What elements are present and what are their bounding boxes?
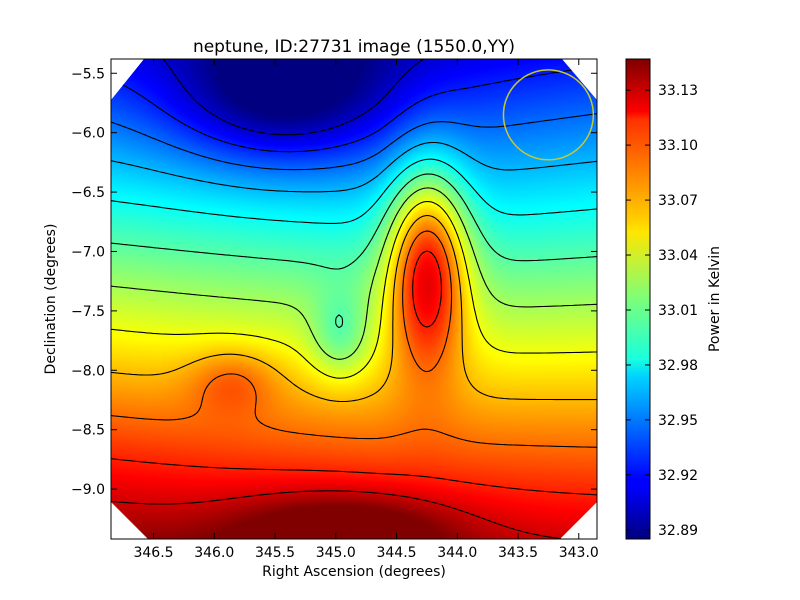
colorbar-tick-label: 33.10 xyxy=(658,138,698,154)
contour-line xyxy=(111,173,597,329)
colorbar: 32.89 32.92 32.95 32.98 33.01 33.04 33.07 33.10… xyxy=(625,58,723,540)
y-tick-label: −5.5 xyxy=(71,66,105,82)
plot-frame xyxy=(110,58,598,540)
plot-area xyxy=(111,59,597,539)
beam-circle xyxy=(502,69,595,161)
contour-line xyxy=(111,65,597,153)
colorbar-tick-label: 33.13 xyxy=(658,83,698,99)
y-tick-label: −8.5 xyxy=(71,423,105,439)
x-axis-ticks: 346.5 346.0 345.5 345.0 344.5 344.0 343.5 343.0 xyxy=(133,59,599,561)
y-tick-label: −8.0 xyxy=(71,363,105,379)
y-tick-label: −6.5 xyxy=(71,185,105,201)
x-tick-label: 344.0 xyxy=(437,545,477,561)
contour-line xyxy=(111,187,597,360)
colorbar-tick-label: 33.04 xyxy=(658,248,698,264)
x-tick-label: 346.5 xyxy=(133,545,173,561)
colorbar-bar xyxy=(625,58,651,540)
contour-line xyxy=(162,59,425,136)
colorbar-ticks: 32.89 32.92 32.95 32.98 33.01 33.04 33.07 33.10… xyxy=(626,83,698,539)
contour-line xyxy=(111,200,597,379)
contour-line xyxy=(111,215,597,403)
contour-line xyxy=(111,250,597,496)
colorbar-tick-label: 32.98 xyxy=(658,358,698,374)
y-axis-label: Declination (degrees) xyxy=(43,224,59,375)
contour-line xyxy=(111,158,597,224)
colorbar-label: Power in Kelvin xyxy=(707,246,723,352)
contour-line xyxy=(111,113,597,171)
y-tick-label: −7.0 xyxy=(71,244,105,260)
y-tick-label: −9.0 xyxy=(71,482,105,498)
x-tick-label: 345.0 xyxy=(316,545,356,561)
x-tick-label: 345.5 xyxy=(255,545,295,561)
x-tick-label: 343.5 xyxy=(498,545,538,561)
chart-title: neptune, ID:27731 image (1550.0,YY) xyxy=(193,37,515,57)
x-tick-label: 344.5 xyxy=(376,545,416,561)
colorbar-tick-label: 33.01 xyxy=(658,303,698,319)
contour-line xyxy=(111,141,597,193)
x-tick-label: 343.0 xyxy=(559,545,599,561)
y-tick-label: −7.5 xyxy=(71,304,105,320)
heatmap-image xyxy=(111,59,597,539)
x-axis-label: Right Ascension (degrees) xyxy=(262,564,446,580)
colorbar-tick-label: 33.07 xyxy=(658,193,698,209)
colorbar-tick-label: 32.92 xyxy=(658,468,698,484)
contour-line xyxy=(111,230,597,448)
contour-lines xyxy=(111,59,597,539)
colorbar-tick-label: 32.89 xyxy=(658,523,698,539)
contour-line xyxy=(111,490,564,539)
x-tick-label: 346.0 xyxy=(194,545,234,561)
colorbar-tick-label: 32.95 xyxy=(658,413,698,429)
y-tick-label: −6.0 xyxy=(71,126,105,142)
y-axis-ticks: −5.5 −6.0 −6.5 −7.0 −7.5 −8.0 −8.5 −9.0 xyxy=(71,66,597,498)
